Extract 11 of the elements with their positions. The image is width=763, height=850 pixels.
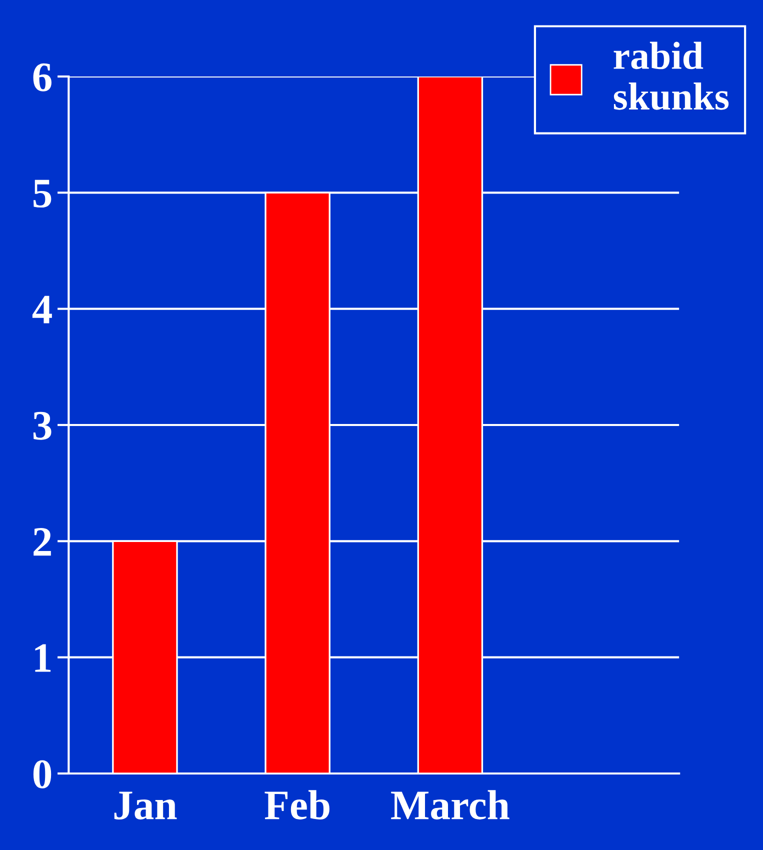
y-tick-label: 5	[34, 180, 52, 208]
y-tick-label: 0	[33, 760, 52, 788]
x-tick-label: March	[391, 790, 510, 820]
x-tick-label: Jan	[114, 792, 177, 820]
y-tick-label: 4	[32, 296, 52, 324]
y-tick-label: 6	[33, 63, 52, 92]
y-tick-label: 2	[34, 528, 51, 556]
y-tick-label: 1	[35, 644, 51, 672]
legend-label: rabid skunks	[614, 42, 729, 110]
x-tick-label: Feb	[264, 790, 330, 820]
y-tick-label: 3	[33, 412, 52, 440]
